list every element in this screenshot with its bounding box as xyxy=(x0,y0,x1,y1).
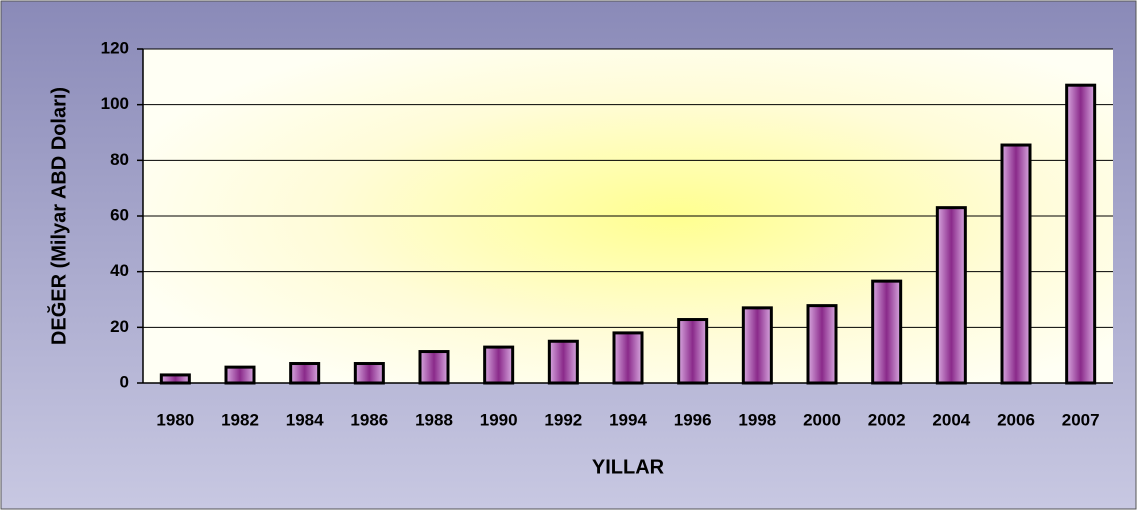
bar xyxy=(935,206,967,385)
y-tick-label: 40 xyxy=(110,261,129,280)
x-tick-label: 1992 xyxy=(544,410,582,429)
y-tick-label: 60 xyxy=(110,205,129,224)
x-tick-label: 2000 xyxy=(803,410,841,429)
x-tick-label: 1998 xyxy=(738,410,776,429)
bar xyxy=(289,362,321,385)
y-axis-label: DEĞER (Milyar ABD Doları) xyxy=(46,87,70,345)
bar xyxy=(159,373,191,385)
x-tick-label: 2002 xyxy=(868,410,906,429)
bar xyxy=(806,304,838,385)
y-tick-label: 0 xyxy=(120,372,129,391)
bar xyxy=(741,306,773,385)
x-tick-label: 1980 xyxy=(156,410,194,429)
y-tick-label: 20 xyxy=(110,317,129,336)
y-tick-label: 120 xyxy=(101,38,129,57)
x-tick-label: 2007 xyxy=(1062,410,1100,429)
bar xyxy=(871,279,903,385)
x-tick-label: 1988 xyxy=(415,410,453,429)
bar xyxy=(547,339,579,385)
bar xyxy=(224,365,256,385)
x-axis-label: YILLAR xyxy=(592,456,665,478)
x-tick-label: 1996 xyxy=(674,410,712,429)
bar xyxy=(1065,83,1097,385)
y-tick-label: 100 xyxy=(101,94,129,113)
bar xyxy=(1000,143,1032,385)
x-tick-label: 1984 xyxy=(286,410,324,429)
x-tick-label: 2006 xyxy=(997,410,1035,429)
x-tick-label: 1982 xyxy=(221,410,259,429)
x-tick-label: 1990 xyxy=(480,410,518,429)
bar xyxy=(612,331,644,385)
bar xyxy=(418,350,450,385)
x-tick-label: 2004 xyxy=(932,410,970,429)
y-tick-label: 80 xyxy=(110,150,129,169)
bar xyxy=(353,362,385,385)
bar xyxy=(677,318,709,385)
x-tick-label: 1986 xyxy=(350,410,388,429)
bar xyxy=(483,345,515,385)
x-tick-label: 1994 xyxy=(609,410,647,429)
